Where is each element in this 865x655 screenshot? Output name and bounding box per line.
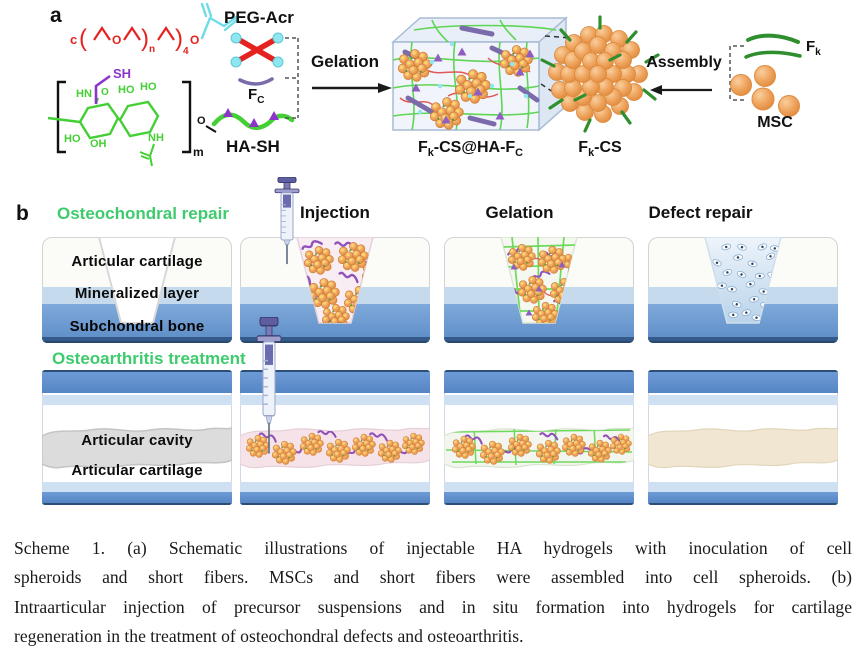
joint-block-treated xyxy=(648,370,838,505)
label-subchondral-bone: Subchondral bone xyxy=(69,318,205,335)
panel-a-tag: a xyxy=(50,4,62,27)
defect-suspension-illustration xyxy=(296,237,374,324)
mineral-strip-bottom xyxy=(42,482,232,492)
fc-label: FC xyxy=(248,86,265,106)
svg-text:O: O xyxy=(112,33,121,47)
components-bracket xyxy=(285,37,299,119)
caption-line: regeneration in the treatment of osteoch… xyxy=(14,626,524,647)
svg-text:(: ( xyxy=(79,25,87,52)
four-arm-peg-icon xyxy=(230,32,284,68)
panel-b-tag: b xyxy=(16,202,29,225)
cavity-healed-illustration xyxy=(648,427,838,469)
ha-sh-label: HA-SH xyxy=(226,137,280,156)
label-articular-cartilage: Articular cartilage xyxy=(71,253,203,270)
bone-bar-top xyxy=(42,370,232,393)
label-articular-cartilage-2: Articular cartilage xyxy=(71,462,203,479)
svg-text:c: c xyxy=(70,32,77,47)
osteochondral-block-labeled: Articular cartilage Mineralized layer Su… xyxy=(42,237,232,343)
msc-label: MSC xyxy=(757,114,793,131)
joint-block-injection xyxy=(240,370,430,505)
joint-block-labeled: Articular cavity Articular cartilage xyxy=(42,370,232,505)
svg-text:OH: OH xyxy=(90,138,107,150)
svg-text:O: O xyxy=(101,87,109,98)
bone-edge xyxy=(42,337,232,343)
repaired-defect-illustration xyxy=(704,237,782,324)
hydrogel-cube-illustration xyxy=(391,16,568,132)
peg-acr-label: PEG-Acr xyxy=(224,8,294,27)
panel-a-artwork: c ( O ) n ) 4 O m O xyxy=(47,2,802,167)
svg-text:): ) xyxy=(175,25,183,52)
svg-text:4: 4 xyxy=(183,46,189,57)
assembly-arrow xyxy=(650,85,712,95)
step-header-defect-repair: Defect repair xyxy=(648,203,753,222)
gelation-arrow xyxy=(312,83,392,93)
row1-title: Osteochondral repair xyxy=(57,204,229,223)
svg-text:NH: NH xyxy=(148,132,164,144)
svg-text:O: O xyxy=(190,33,199,47)
label-mineralized-layer: Mineralized layer xyxy=(74,285,200,302)
hydrogel-label: Fk-CS@HA-FC xyxy=(417,139,524,160)
fk-fibers-icon xyxy=(744,33,802,59)
svg-text:HO: HO xyxy=(64,133,81,145)
svg-text:O: O xyxy=(197,115,206,127)
peg-acr-structure: c ( O ) n ) 4 O xyxy=(70,25,199,57)
defect-illustration xyxy=(97,237,177,324)
svg-text:): ) xyxy=(141,25,149,52)
mineral-strip-top xyxy=(42,395,232,405)
svg-text:m: m xyxy=(193,145,204,159)
caption-line: spheroids and short fibers. MSCs and sho… xyxy=(14,567,852,588)
cell-spheroid-illustration xyxy=(540,15,660,133)
svg-text:n: n xyxy=(149,44,155,55)
gelation-label: Gelation xyxy=(310,52,379,71)
acrylate-group xyxy=(200,2,240,40)
fk-cs-label: Fk-CS xyxy=(578,139,622,160)
label-articular-cavity: Articular cavity xyxy=(81,432,193,449)
step-header-injection: Injection xyxy=(300,203,370,222)
assembly-label: Assembly xyxy=(646,54,722,71)
syringe-icon xyxy=(274,177,300,265)
msc-spheres-icon xyxy=(730,65,800,117)
syringe-icon-2 xyxy=(255,317,283,455)
defect-hydrogel-illustration xyxy=(500,237,578,324)
ha-sh-icon xyxy=(211,108,295,130)
osteochondral-block-gelation xyxy=(444,237,634,343)
svg-text:HN: HN xyxy=(76,88,92,100)
row2-title: Osteoarthritis treatment xyxy=(52,349,246,368)
cavity-suspension-illustration xyxy=(240,427,430,469)
svg-text:HO: HO xyxy=(140,81,157,93)
svg-text:SH: SH xyxy=(113,66,131,81)
caption-line: Intraarticular injection of precursor su… xyxy=(14,596,852,617)
cavity-illustration xyxy=(42,427,232,469)
svg-text:HO: HO xyxy=(118,84,135,96)
joint-block-gelation xyxy=(444,370,634,505)
fk-label: Fk xyxy=(806,38,821,58)
ha-sh-structure: m O HN O HO HO HO OH NH SH xyxy=(47,66,217,167)
step-header-gelation: Gelation xyxy=(485,203,554,222)
figure-caption: Scheme 1. (a) Schematic illustrations of… xyxy=(14,534,852,652)
caption-line: Scheme 1. (a) Schematic illustrations of… xyxy=(14,538,852,558)
fc-fiber-icon xyxy=(238,77,274,86)
cavity-hydrogel-illustration xyxy=(444,427,634,469)
osteochondral-block-repair xyxy=(648,237,838,343)
bone-bar-bottom xyxy=(42,492,232,505)
assembly-bracket xyxy=(729,45,744,101)
